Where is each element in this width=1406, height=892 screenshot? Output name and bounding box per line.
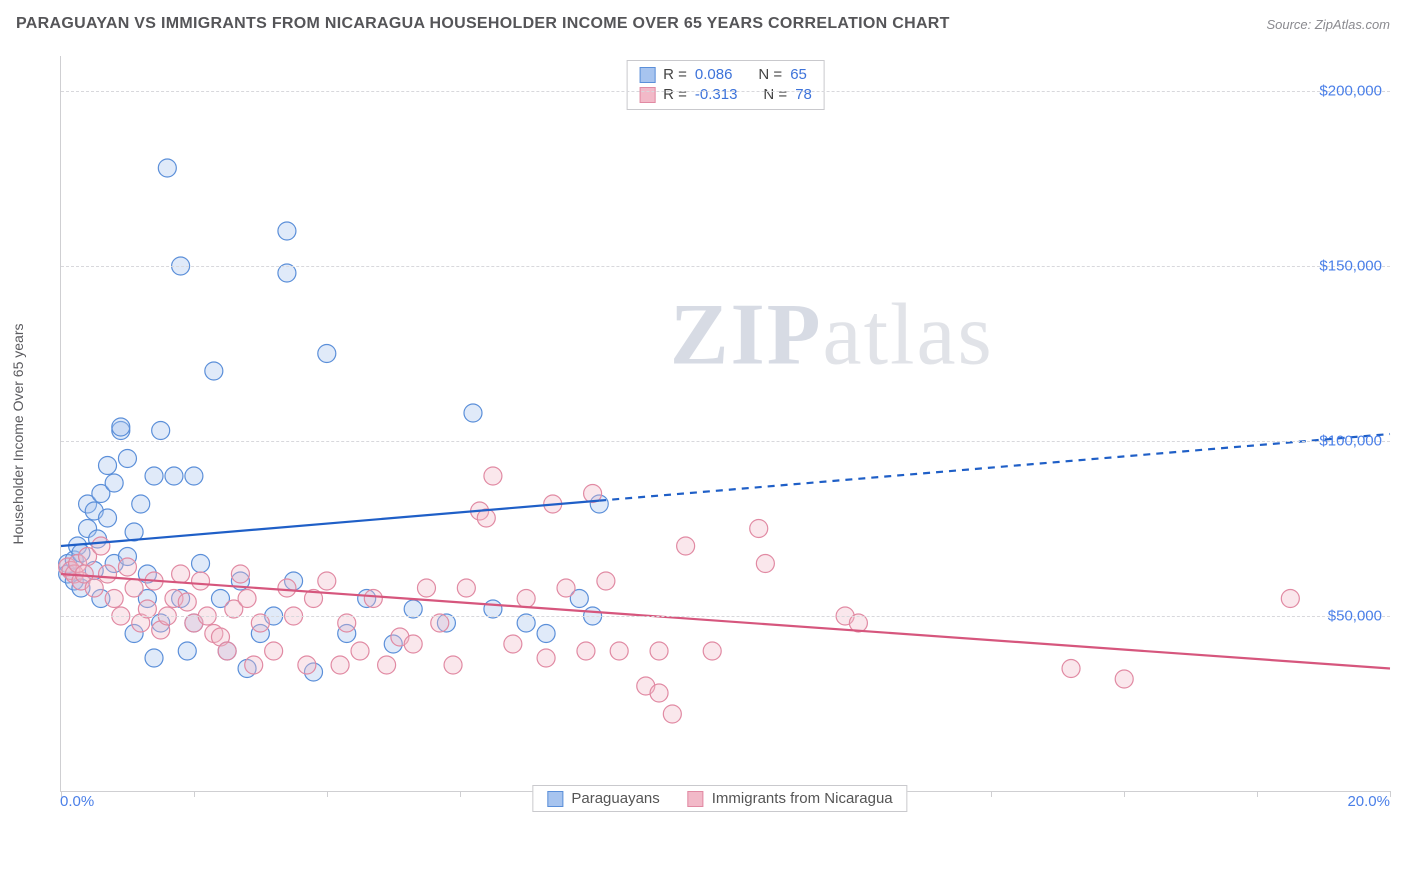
- data-point: [218, 642, 236, 660]
- data-point: [298, 656, 316, 674]
- data-point: [318, 572, 336, 590]
- stats-n-label-0: N =: [758, 65, 782, 85]
- stats-row-0: R = 0.086 N = 65: [639, 65, 812, 85]
- y-tick-label: $200,000: [1319, 83, 1382, 100]
- data-point: [650, 642, 668, 660]
- data-point: [577, 642, 595, 660]
- data-point: [331, 656, 349, 674]
- data-point: [318, 345, 336, 363]
- chart-header: PARAGUAYAN VS IMMIGRANTS FROM NICARAGUA …: [0, 0, 1406, 48]
- data-point: [677, 537, 695, 555]
- data-point: [444, 656, 462, 674]
- chart-source: Source: ZipAtlas.com: [1266, 17, 1390, 32]
- scatter-svg: [61, 56, 1390, 791]
- y-tick-label: $100,000: [1319, 433, 1382, 450]
- data-point: [205, 362, 223, 380]
- data-point: [145, 467, 163, 485]
- stats-legend-box: R = 0.086 N = 65 R = -0.313 N = 78: [626, 60, 825, 110]
- plot-region: ZIPatlas R = 0.086 N = 65 R = -0.313 N =…: [60, 56, 1390, 792]
- data-point: [750, 520, 768, 538]
- data-point: [158, 159, 176, 177]
- data-point: [118, 450, 136, 468]
- stats-n-value-0: 65: [790, 65, 807, 85]
- data-point: [125, 579, 143, 597]
- legend-label-1: Immigrants from Nicaragua: [712, 790, 893, 807]
- data-point: [457, 579, 475, 597]
- data-point: [537, 649, 555, 667]
- data-point: [165, 467, 183, 485]
- data-point: [178, 642, 196, 660]
- data-point: [245, 656, 263, 674]
- stats-n-label-1: N =: [763, 85, 787, 105]
- data-point: [537, 625, 555, 643]
- data-point: [1062, 660, 1080, 678]
- data-point: [417, 579, 435, 597]
- data-point: [278, 222, 296, 240]
- data-point: [756, 555, 774, 573]
- legend-swatch-1: [688, 791, 704, 807]
- data-point: [152, 422, 170, 440]
- data-point: [650, 684, 668, 702]
- data-point: [105, 590, 123, 608]
- bottom-legend: Paraguayans Immigrants from Nicaragua: [532, 785, 907, 812]
- stats-r-label-1: R =: [663, 85, 687, 105]
- data-point: [145, 649, 163, 667]
- data-point: [663, 705, 681, 723]
- stats-swatch-0: [639, 67, 655, 83]
- data-point: [404, 635, 422, 653]
- data-point: [231, 565, 249, 583]
- data-point: [132, 495, 150, 513]
- x-axis-min-label: 0.0%: [60, 793, 94, 810]
- data-point: [99, 457, 117, 475]
- data-point: [172, 565, 190, 583]
- stats-n-value-1: 78: [795, 85, 812, 105]
- data-point: [517, 590, 535, 608]
- data-point: [99, 509, 117, 527]
- data-point: [178, 593, 196, 611]
- data-point: [557, 579, 575, 597]
- stats-r-value-1: -0.313: [695, 85, 738, 105]
- data-point: [1115, 670, 1133, 688]
- chart-area: Householder Income Over 65 years ZIPatla…: [50, 56, 1390, 812]
- data-point: [265, 642, 283, 660]
- x-axis-max-label: 20.0%: [1347, 793, 1390, 810]
- data-point: [484, 467, 502, 485]
- legend-item-0: Paraguayans: [547, 790, 659, 807]
- data-point: [112, 418, 130, 436]
- data-point: [1281, 590, 1299, 608]
- stats-swatch-1: [639, 87, 655, 103]
- legend-item-1: Immigrants from Nicaragua: [688, 790, 893, 807]
- data-point: [105, 474, 123, 492]
- stats-row-1: R = -0.313 N = 78: [639, 85, 812, 105]
- data-point: [464, 404, 482, 422]
- data-point: [192, 572, 210, 590]
- data-point: [378, 656, 396, 674]
- y-axis-label: Householder Income Over 65 years: [10, 324, 26, 545]
- data-point: [118, 558, 136, 576]
- trend-line-extrapolated: [599, 434, 1390, 501]
- data-point: [185, 467, 203, 485]
- y-tick-label: $50,000: [1328, 608, 1382, 625]
- stats-r-value-0: 0.086: [695, 65, 733, 85]
- legend-label-0: Paraguayans: [571, 790, 659, 807]
- data-point: [610, 642, 628, 660]
- data-point: [85, 579, 103, 597]
- data-point: [597, 572, 615, 590]
- y-tick-label: $150,000: [1319, 258, 1382, 275]
- data-point: [351, 642, 369, 660]
- data-point: [364, 590, 382, 608]
- data-point: [504, 635, 522, 653]
- data-point: [92, 537, 110, 555]
- data-point: [278, 579, 296, 597]
- data-point: [238, 590, 256, 608]
- data-point: [99, 565, 117, 583]
- legend-swatch-0: [547, 791, 563, 807]
- stats-r-label-0: R =: [663, 65, 687, 85]
- chart-title: PARAGUAYAN VS IMMIGRANTS FROM NICARAGUA …: [16, 15, 950, 33]
- data-point: [192, 555, 210, 573]
- data-point: [703, 642, 721, 660]
